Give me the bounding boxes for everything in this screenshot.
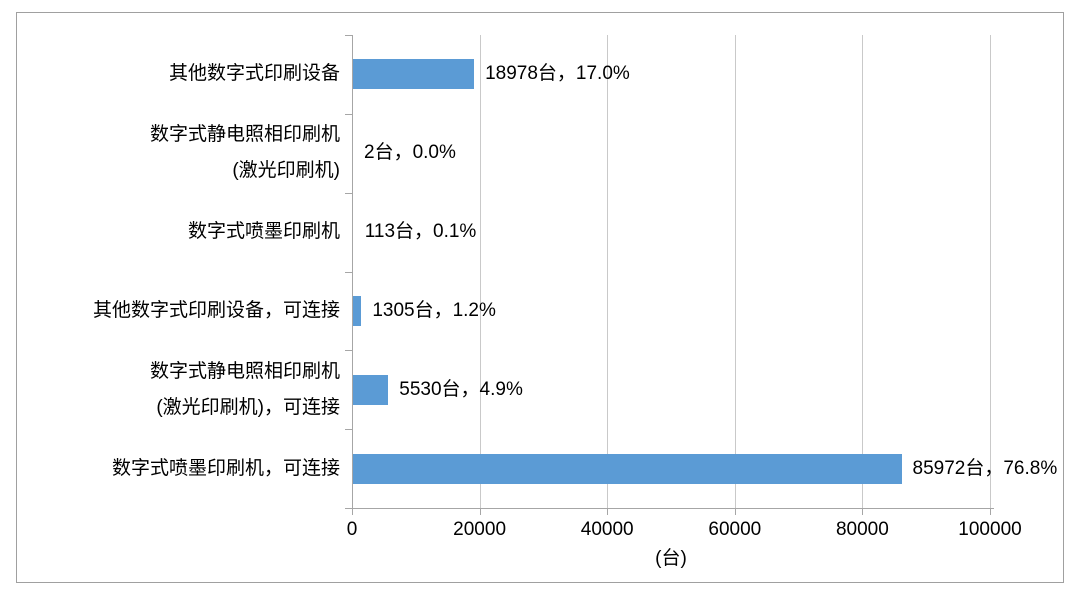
category-label: 其他数字式印刷设备 — [168, 63, 340, 85]
y-axis-tick — [345, 350, 352, 352]
x-axis-tick — [479, 508, 481, 515]
x-tick-label: 20000 — [453, 519, 507, 540]
category-label: 数字式静电照相印刷机 (激光印刷机)，可连接 — [149, 360, 340, 418]
x-axis-tick — [352, 508, 353, 515]
x-axis-tick — [734, 508, 736, 515]
value-label: 85972台，76.8% — [912, 457, 1058, 479]
x-tick-label: 100000 — [958, 519, 1022, 540]
y-axis-tick — [345, 508, 352, 509]
category-label: 数字式喷墨印刷机，可连接 — [111, 457, 340, 479]
value-label: 5530台，4.9% — [399, 378, 523, 400]
category-label: 其他数字式印刷设备，可连接 — [92, 299, 340, 321]
y-axis-tick — [345, 429, 352, 431]
y-axis-line — [352, 35, 353, 509]
x-tick-label: 40000 — [580, 519, 634, 540]
y-axis-tick — [345, 35, 352, 36]
bar — [353, 374, 389, 405]
gridline — [479, 35, 481, 508]
value-label: 2台，0.0% — [364, 142, 456, 164]
x-tick-label: 80000 — [835, 519, 889, 540]
bar — [353, 295, 362, 326]
gridline — [862, 35, 864, 508]
bar — [353, 59, 475, 90]
gridline — [734, 35, 736, 508]
x-axis-title: (台) — [655, 548, 687, 569]
bar — [353, 453, 902, 484]
x-axis-tick — [862, 508, 864, 515]
gridline — [607, 35, 609, 508]
y-axis-tick — [345, 271, 352, 273]
gridline — [990, 35, 991, 508]
x-axis-tick — [607, 508, 609, 515]
y-axis-tick — [345, 192, 352, 194]
category-label: 数字式静电照相印刷机 (激光印刷机) — [149, 124, 340, 182]
value-label: 113台，0.1% — [364, 221, 477, 243]
category-label: 数字式喷墨印刷机 — [187, 221, 340, 243]
x-tick-label: 0 — [346, 519, 358, 540]
x-tick-label: 60000 — [708, 519, 762, 540]
x-axis-line — [352, 508, 994, 509]
value-label: 1305台，1.2% — [372, 299, 496, 321]
value-label: 18978台，17.0% — [485, 63, 630, 85]
x-axis-tick — [990, 508, 991, 515]
y-axis-tick — [345, 113, 352, 115]
chart-frame — [16, 12, 1064, 583]
